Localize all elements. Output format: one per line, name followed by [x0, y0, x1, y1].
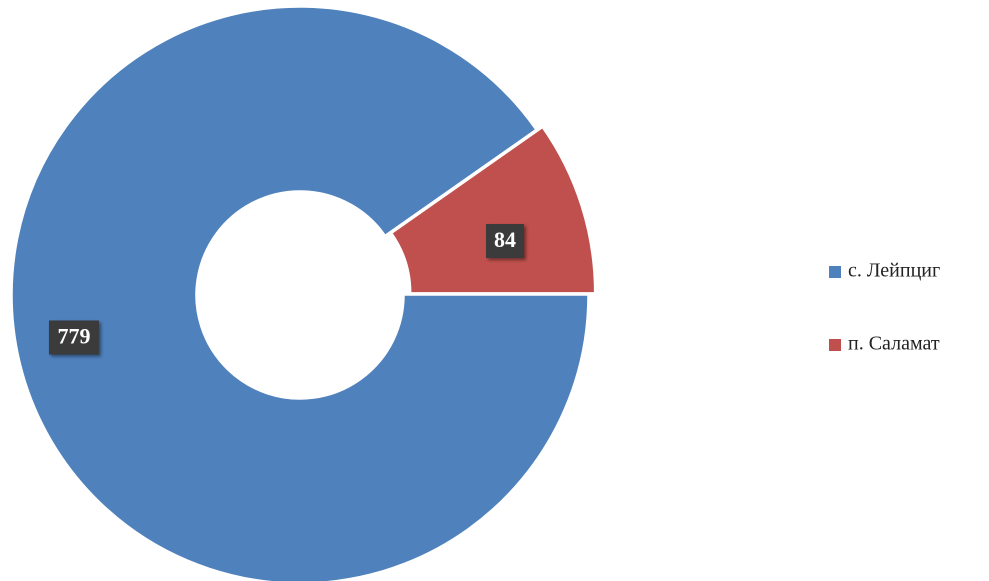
legend-swatch: [829, 339, 841, 351]
legend-swatch: [829, 266, 841, 278]
donut-segment: [390, 126, 596, 294]
value-label: 84: [494, 227, 516, 252]
value-label-group: 84: [486, 224, 525, 259]
value-label-box: [48, 320, 99, 355]
donut-segment: [11, 6, 589, 581]
value-label-group: 779: [48, 320, 99, 355]
legend-text: с. Лейпциг: [848, 260, 940, 282]
value-label-box: [486, 224, 525, 259]
legend-text: п. Саламат: [848, 333, 940, 355]
value-label: 779: [57, 324, 90, 349]
